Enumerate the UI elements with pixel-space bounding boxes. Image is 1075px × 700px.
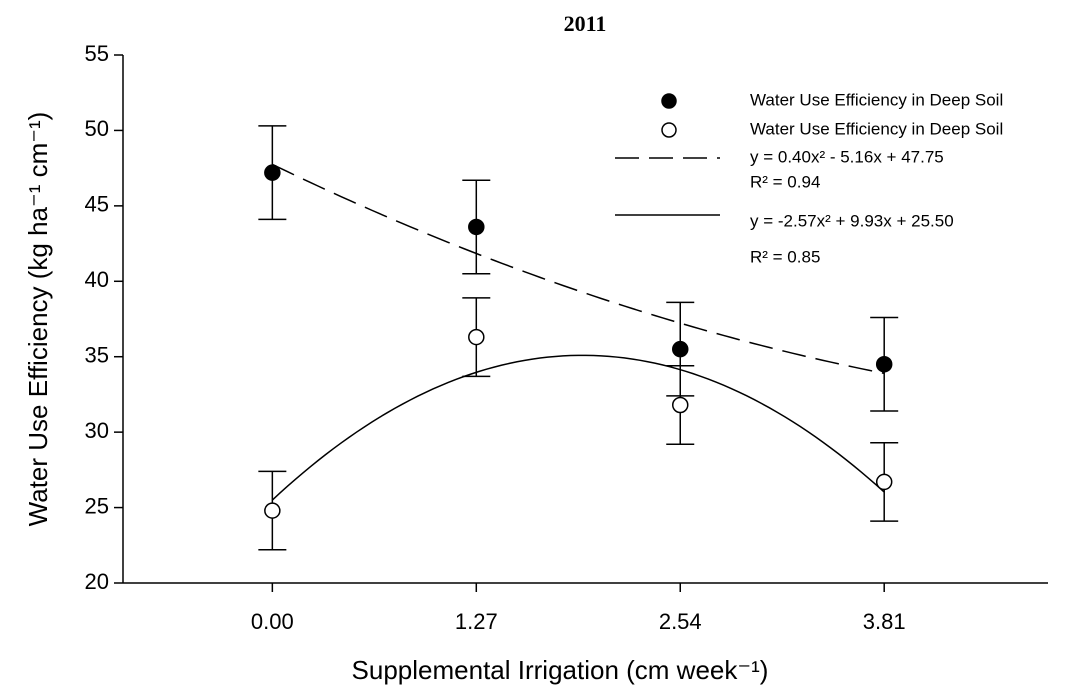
legend-marker [661, 122, 677, 138]
legend-r2: R² = 0.94 [750, 172, 820, 191]
legend-equation: y = 0.40x² - 5.16x + 47.75 [750, 147, 944, 166]
legend-r2: R² = 0.85 [750, 247, 820, 266]
chart-title: 2011 [564, 11, 607, 36]
marker [671, 396, 689, 414]
y-tick-label: 50 [85, 116, 109, 141]
legend-label: Water Use Efficiency in Deep Soil [750, 90, 1003, 109]
marker [875, 356, 893, 373]
legend-marker [661, 93, 677, 109]
marker [264, 164, 281, 181]
fit-curve [272, 163, 885, 375]
marker [468, 218, 485, 236]
legend-equation: y = -2.57x² + 9.93x + 25.50 [750, 211, 954, 230]
y-axis-label: Water Use Efficiency (kg ha⁻¹ cm⁻¹) [23, 112, 53, 527]
marker [875, 473, 893, 491]
marker [264, 502, 281, 519]
fit-curve [271, 354, 885, 501]
y-tick-label: 30 [85, 418, 109, 443]
x-tick-label: 2.54 [659, 609, 702, 634]
y-tick-label: 20 [85, 569, 109, 594]
x-axis-label: Supplemental Irrigation (cm week⁻¹) [352, 655, 769, 685]
x-tick-label: 0.00 [251, 609, 294, 634]
y-tick-label: 25 [85, 493, 109, 518]
legend-label: Water Use Efficiency in Deep Soil [750, 119, 1003, 138]
marker [468, 328, 485, 346]
y-tick-label: 35 [85, 343, 109, 368]
marker [671, 340, 689, 358]
y-tick-label: 40 [85, 267, 109, 292]
y-tick-label: 55 [85, 41, 109, 66]
x-tick-label: 3.81 [863, 609, 906, 634]
x-tick-label: 1.27 [455, 609, 498, 634]
y-tick-label: 45 [85, 192, 109, 217]
